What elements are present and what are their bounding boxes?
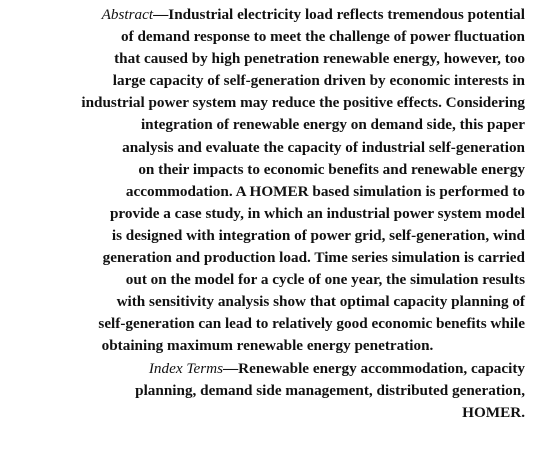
- abstract-line-13: out on the model for a cycle of one year…: [125, 271, 525, 289]
- abstract-line-4: large capacity of self-generation driven…: [112, 72, 525, 90]
- abstract-label: Abstract: [101, 6, 154, 23]
- abstract-line-9: accommodation. A HOMER based simulation …: [125, 182, 525, 200]
- abstract-line-6: integration of renewable energy on deman…: [140, 116, 525, 134]
- abstract-line-7: analysis and evaluate the capacity of in…: [122, 138, 525, 156]
- abstract-line-8: on their impacts to economic benefits an…: [138, 160, 525, 178]
- index-terms-line-2: planning, demand side management, distri…: [135, 381, 525, 399]
- abstract-line-3: that caused by high penetration renewabl…: [114, 50, 525, 68]
- abstract-line-10: provide a case study, in which an indust…: [109, 204, 525, 222]
- index-terms-text: —Renewable energy accommodation, capacit…: [222, 359, 525, 377]
- abstract-block: Abstract—Industrial electricity load ref…: [10, 4, 525, 424]
- index-terms-line-3: HOMER.: [462, 403, 525, 421]
- abstract-line-15: self-generation can lead to relatively g…: [98, 315, 525, 333]
- abstract-line-2: of demand response to meet the challenge…: [121, 28, 525, 46]
- abstract-line-11: is designed with integration of power gr…: [111, 226, 525, 244]
- abstract-line-5: industrial power system may reduce the p…: [81, 94, 525, 112]
- abstract-line-14: with sensitivity analysis show that opti…: [116, 293, 525, 311]
- abstract-text: —Industrial electricity load reflects tr…: [153, 6, 525, 23]
- index-terms-line-1: Index Terms—Renewable energy accommodati…: [10, 358, 525, 380]
- abstract-line-12: generation and production load. Time ser…: [102, 249, 525, 267]
- abstract-line-16: obtaining maximum renewable energy penet…: [101, 337, 434, 355]
- abstract-line-1: Abstract—Industrial electricity load ref…: [10, 4, 525, 26]
- index-terms-label: Index Terms: [148, 359, 223, 377]
